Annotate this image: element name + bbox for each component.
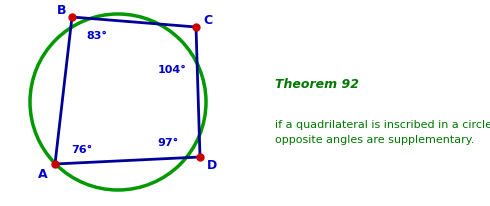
Text: 104°: 104° bbox=[158, 65, 186, 75]
Text: D: D bbox=[207, 159, 217, 172]
Text: Theorem 92: Theorem 92 bbox=[275, 78, 359, 91]
Text: 97°: 97° bbox=[157, 137, 179, 147]
Text: if a quadrilateral is inscribed in a circle, its
opposite angles are supplementa: if a quadrilateral is inscribed in a cir… bbox=[275, 119, 490, 144]
Text: B: B bbox=[57, 4, 67, 16]
Text: A: A bbox=[38, 168, 48, 181]
Text: 76°: 76° bbox=[72, 144, 93, 154]
Text: C: C bbox=[203, 13, 213, 26]
Text: 83°: 83° bbox=[87, 31, 107, 41]
